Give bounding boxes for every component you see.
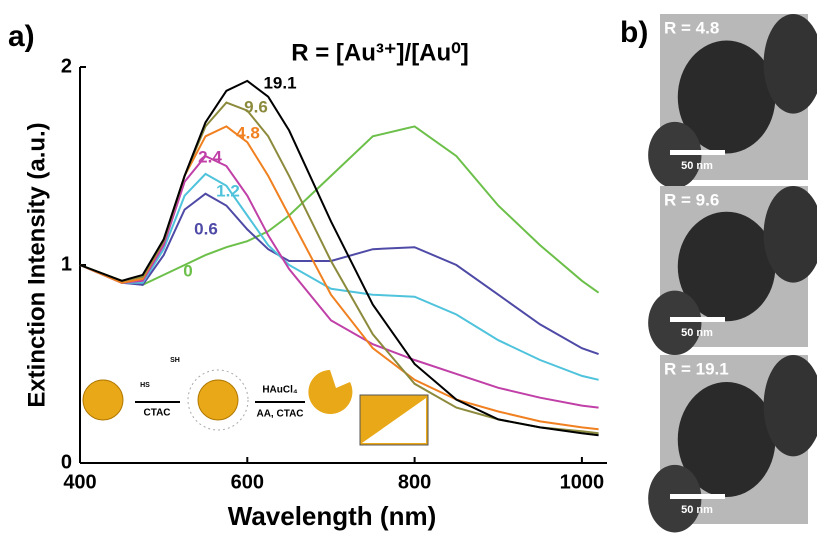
figure: a) b) R = [Au³⁺]/[Au⁰] Wavelength (nm) E… xyxy=(0,0,817,538)
series-label: 19.1 xyxy=(263,73,296,92)
schematic-text: AA, CTAC xyxy=(256,409,303,420)
y-axis-label: Extinction Intensity (a.u.) xyxy=(23,122,50,407)
scale-label: 50 nm xyxy=(681,160,713,172)
schematic-text: HAuCl₄ xyxy=(262,385,298,396)
panel-label: a) xyxy=(8,20,35,53)
series-label: 1.2 xyxy=(216,181,240,200)
series-line xyxy=(80,126,599,292)
series-label: 4.8 xyxy=(236,123,260,142)
y-tick-label: 2 xyxy=(61,55,72,77)
scale-bar xyxy=(670,494,725,499)
tem-image: R = 4.8 50 nm xyxy=(648,14,817,188)
scale-label: 50 nm xyxy=(681,504,713,516)
scale-bar xyxy=(670,150,725,155)
x-tick-label: 1000 xyxy=(560,471,605,493)
tem-label: R = 4.8 xyxy=(664,18,719,37)
x-tick-label: 800 xyxy=(398,471,431,493)
series-label: 0.6 xyxy=(194,219,218,238)
panel-label: b) xyxy=(620,16,648,49)
schematic: CTAC HS SH HAuCl₄ AA, CTAC xyxy=(83,357,428,445)
schematic-text: HS xyxy=(140,382,150,389)
particle xyxy=(648,122,701,188)
tem-image: R = 9.6 50 nm xyxy=(648,186,817,355)
scale-label: 50 nm xyxy=(681,327,713,339)
series-line xyxy=(80,156,599,408)
tem-label: R = 9.6 xyxy=(664,190,719,209)
tem-label: R = 19.1 xyxy=(664,359,729,378)
scale-bar xyxy=(670,317,725,322)
series-label: 9.6 xyxy=(244,97,268,116)
series-label: 0 xyxy=(183,261,192,280)
series-label: 2.4 xyxy=(198,147,222,166)
schematic-text: SH xyxy=(170,357,180,364)
x-tick-label: 600 xyxy=(231,471,264,493)
schematic-text: CTAC xyxy=(143,408,170,419)
x-tick-label: 400 xyxy=(63,471,96,493)
chart-title: R = [Au³⁺]/[Au⁰] xyxy=(291,39,469,66)
particle xyxy=(648,291,701,355)
series-line xyxy=(80,103,599,434)
y-tick-label: 1 xyxy=(61,253,72,275)
x-axis-label: Wavelength (nm) xyxy=(228,501,436,531)
y-tick-label: 0 xyxy=(61,451,72,473)
tem-image: R = 19.1 50 nm xyxy=(648,355,817,532)
